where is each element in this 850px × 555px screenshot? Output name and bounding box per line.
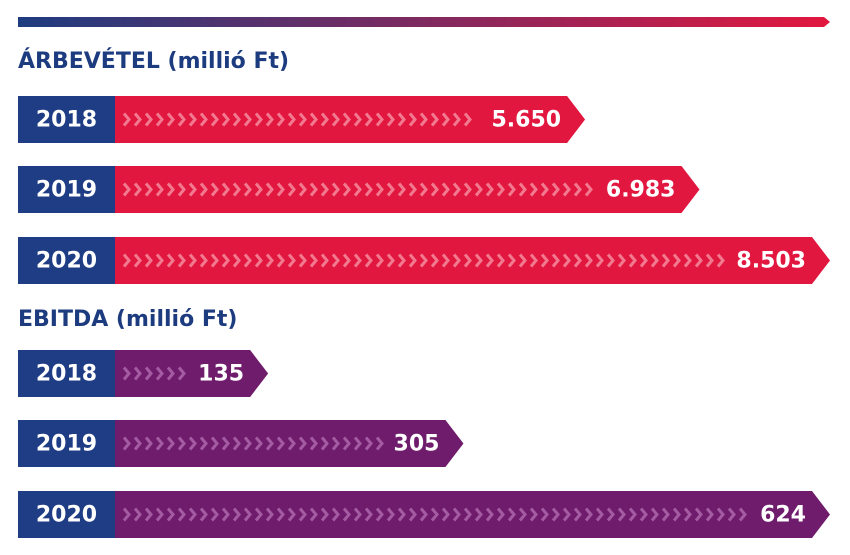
year-label: 2019 [36, 432, 97, 457]
chart-title: EBITDA (millió Ft) [18, 307, 237, 332]
top-rule [18, 17, 830, 27]
value-label: 8.503 [736, 249, 806, 274]
value-label: 5.650 [491, 108, 561, 133]
year-label: 2020 [36, 249, 97, 274]
value-label: 135 [198, 362, 244, 387]
year-label: 2020 [36, 503, 97, 528]
chevrons [122, 253, 725, 268]
year-box [18, 350, 115, 397]
year-box [18, 96, 115, 143]
bar [115, 420, 464, 467]
bar [115, 166, 700, 213]
chart-title: ÁRBEVÉTEL (millió Ft) [18, 48, 289, 74]
year-box [18, 237, 115, 284]
bar [115, 237, 830, 284]
chevrons [122, 112, 472, 127]
value-label: 624 [760, 503, 806, 528]
year-label: 2018 [36, 108, 97, 133]
year-box [18, 420, 115, 467]
chevrons [122, 507, 747, 522]
value-label: 6.983 [606, 178, 676, 203]
year-label: 2019 [36, 178, 97, 203]
chevrons [122, 366, 186, 381]
year-label: 2018 [36, 362, 97, 387]
value-label: 305 [394, 432, 440, 457]
chevrons [122, 182, 593, 197]
chevrons [122, 436, 384, 451]
year-box [18, 166, 115, 213]
bar [115, 350, 269, 397]
bar [115, 491, 830, 538]
year-box [18, 491, 115, 538]
